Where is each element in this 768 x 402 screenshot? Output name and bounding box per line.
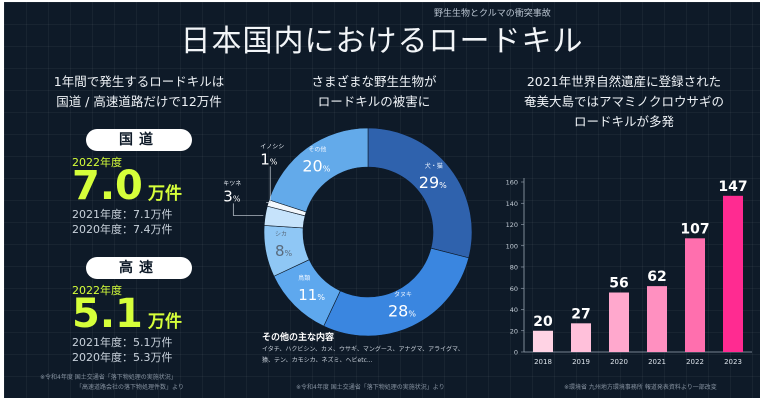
bar-value-label: 147 xyxy=(718,179,747,195)
donut-label-name-1: タヌキ xyxy=(394,290,412,298)
middle-heading-line1: さまざまな野生生物が xyxy=(311,74,437,89)
middle-heading-line2: ロードキルの被害に xyxy=(317,94,431,109)
highway-value-block: 5.1 万件 xyxy=(72,294,182,334)
bar-category-label: 2019 xyxy=(572,358,590,366)
right-heading-line3: ロードキルが多発 xyxy=(573,114,674,129)
bar-2020 xyxy=(609,292,629,352)
bar-category-label: 2023 xyxy=(724,358,742,366)
left-heading-line1: 1年間で発生するロードキルは xyxy=(53,74,225,89)
infographic: 野生生物とクルマの衝突事故 日本国内におけるロードキル 1年間で発生するロードキ… xyxy=(4,2,760,398)
donut-label-name-5: イノシシ xyxy=(260,143,284,150)
bar-y-tick-label: 160 xyxy=(506,179,518,187)
series-label: 野生生物とクルマの衝突事故 xyxy=(434,9,551,19)
left-heading-line2: 国道 / 高速道路だけで12万件 xyxy=(56,94,222,109)
bar-y-tick-label: 120 xyxy=(506,221,518,229)
left-heading: 1年間で発生するロードキルは 国道 / 高速道路だけで12万件 xyxy=(24,72,254,112)
donut-label-name-6: その他 xyxy=(308,146,326,154)
middle-note: ※令和4年度 国土交通省「落下物処理の実施状況」より xyxy=(296,384,445,391)
bar-category-label: 2021 xyxy=(648,358,666,366)
highway-year-label: 2022年度 xyxy=(72,284,122,297)
middle-heading: さまざまな野生生物が ロードキルの被害に xyxy=(264,72,484,112)
bar-2022 xyxy=(685,238,705,352)
national-2021: 2021年度：7.1万件 xyxy=(72,208,173,221)
bar-value-label: 56 xyxy=(609,276,628,292)
donut-label-value-4: 3% xyxy=(223,187,241,205)
highway-unit: 万件 xyxy=(147,312,182,332)
bar-2019 xyxy=(571,323,591,352)
national-value-block: 7.0 万件 xyxy=(72,166,182,206)
donut-slice-0 xyxy=(367,127,473,259)
right-heading-line2: 奄美大島ではアマミノクロウサギの xyxy=(523,94,724,109)
bar-y-tick-label: 80 xyxy=(510,264,518,272)
donut-label-name-3: シカ xyxy=(275,231,287,238)
bar-value-label: 107 xyxy=(680,221,709,237)
bar-y-tick-label: 100 xyxy=(506,242,518,250)
right-heading-line1: 2021年世界自然遺産に登録された xyxy=(526,74,722,89)
donut-label-name-0: 犬・猫 xyxy=(425,162,443,170)
highway-2021: 2021年度：5.1万件 xyxy=(72,336,173,349)
donut-label-name-2: 鳥類 xyxy=(298,274,310,282)
national-road-pill: 国道 xyxy=(86,129,192,151)
bar-y-tick-label: 20 xyxy=(510,327,518,335)
right-heading: 2021年世界自然遺産に登録された 奄美大島ではアマミノクロウサギの ロードキル… xyxy=(494,72,754,132)
national-value: 7.0 xyxy=(72,163,143,209)
bar-2023 xyxy=(723,195,743,352)
donut-label-name-4: キツネ xyxy=(223,180,241,187)
bar-value-label: 27 xyxy=(571,306,590,322)
others-list: イタチ、ハクビシン、カメ、ウサギ、マングース、アナグマ、アライグマ、 猿、テン、… xyxy=(262,344,482,366)
bar-y-tick-label: 40 xyxy=(510,306,518,314)
page-title: 日本国内におけるロードキル xyxy=(180,24,584,59)
donut-leader-4 xyxy=(232,203,264,216)
bar-value-label: 20 xyxy=(533,314,553,330)
national-unit: 万件 xyxy=(147,184,182,204)
bar-2021 xyxy=(647,286,667,352)
highway-2020: 2020年度：5.3万件 xyxy=(72,351,173,364)
highway-pill: 高速 xyxy=(86,257,192,279)
others-line2: 猿、テン、カモシカ、ネズミ、ヘビetc... xyxy=(262,357,373,364)
national-2020: 2020年度：7.4万件 xyxy=(72,223,173,236)
bar-chart: 0 20 40 60 80 100 120 140 160 20 2018 27 2019 56 2020… xyxy=(506,178,752,366)
bar-y-tick-label: 0 xyxy=(514,349,518,357)
others-line1: イタチ、ハクビシン、カメ、ウサギ、マングース、アナグマ、アライグマ、 xyxy=(262,346,464,353)
bar-y-tick-label: 60 xyxy=(510,285,518,293)
donut-label-value-5: 1% xyxy=(260,150,278,168)
highway-value: 5.1 xyxy=(72,291,143,337)
bar-value-label: 62 xyxy=(647,269,666,285)
bar-category-label: 2020 xyxy=(610,358,628,366)
donut-leader-5 xyxy=(266,166,271,203)
national-year-label: 2022年度 xyxy=(72,156,122,169)
bar-category-label: 2022 xyxy=(686,358,704,366)
bar-category-label: 2018 xyxy=(534,358,552,366)
bar-y-tick-label: 140 xyxy=(506,200,518,208)
others-title: その他の主な内容 xyxy=(262,333,335,343)
right-note: ※環境省 九州地方環境事務所 報道発表資料より一部改変 xyxy=(564,384,717,391)
donut-slice-6 xyxy=(268,127,369,213)
left-note-1: ※令和4年度 国土交通省「落下物処理の実施状況」 xyxy=(40,374,177,381)
bar-2018 xyxy=(533,330,553,352)
left-note-2: 「高速道路会社の落下物処理件数」より xyxy=(76,384,184,391)
